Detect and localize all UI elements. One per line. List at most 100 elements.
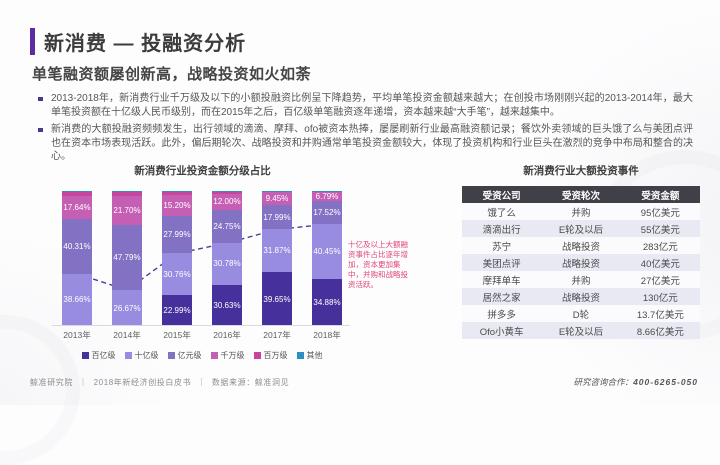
- table-header-row: 受资公司受资轮次受资金额: [462, 186, 700, 203]
- legend-swatch: [125, 352, 132, 359]
- bar-segment: [62, 191, 92, 192]
- bar-segment-label: 17.99%: [263, 213, 290, 222]
- footer-contact-label: 研究咨询合作：: [574, 377, 634, 387]
- chart-legend: 百亿级十亿级亿元级千万级百万级其他: [56, 350, 348, 361]
- legend-item: 百万级: [254, 350, 288, 361]
- legend-item: 千万级: [211, 350, 245, 361]
- header: 新消费 — 投融资分析: [30, 27, 246, 56]
- x-axis-line: [52, 325, 350, 326]
- bar-segment: [212, 191, 242, 193]
- content-row: 新消费行业投资金额分级占比 38.66%40.31%17.64%26.67%47…: [30, 163, 700, 361]
- bar-segment: 24.75%: [212, 210, 242, 243]
- table-cell: 55亿美元: [621, 220, 700, 237]
- stacked-bar: 39.65% 31.87% 17.99% 9.45%: [262, 191, 292, 326]
- stacked-bar: 30.63%30.78%24.75%12.00%: [212, 191, 242, 326]
- legend-label: 百万级: [264, 350, 288, 361]
- table-cell: Ofo小黄车: [462, 322, 541, 339]
- legend-label: 十亿级: [135, 350, 159, 361]
- footer-source: 鲸准研究院 ｜ 2018年新经济创投白皮书 ｜ 数据来源：鲸准洞见: [30, 377, 289, 388]
- footer-separator: ｜: [197, 377, 206, 388]
- table-cell: 饿了么: [462, 203, 541, 220]
- table-cell: 283亿元: [621, 237, 700, 254]
- table-cell: 95亿美元: [621, 203, 700, 220]
- legend-item: 十亿级: [125, 350, 159, 361]
- x-axis-label: 2018年: [312, 329, 342, 341]
- bar-segment: 17.64%: [62, 196, 92, 220]
- table-cell: 战略投资: [541, 254, 620, 271]
- table-cell: 苏宁: [462, 237, 541, 254]
- bar-segment-label: 47.79%: [113, 253, 140, 262]
- table-cell: E轮及以后: [541, 220, 620, 237]
- stacked-bar: 34.88% 40.45% 17.52% 6.79%: [312, 191, 342, 326]
- bar-segment: 40.45%: [312, 224, 342, 279]
- bar-segment: [112, 192, 142, 196]
- bar-segment: [162, 191, 192, 192]
- chart-annotation: 十亿及以上大额融资事件占比逐年增加，资本更加集中，并购和战略投资活跃。: [348, 240, 411, 290]
- bar-segment-label: 40.45%: [313, 247, 340, 256]
- bar-segment: 17.52%: [312, 201, 342, 225]
- bar-segment-label: 34.88%: [313, 298, 340, 307]
- bar-segment: 27.99%: [162, 216, 192, 254]
- footer-contact: 研究咨询合作：400-6265-050: [574, 376, 698, 388]
- bar-segment: 38.66%: [62, 274, 92, 326]
- bar-segment: 31.87%: [262, 229, 292, 272]
- bar-segment: 39.65%: [262, 272, 292, 326]
- table-title: 新消费行业大额投资事件: [462, 163, 700, 178]
- table-cell: 8.66亿美元: [621, 322, 700, 339]
- bar-segment: 40.31%: [62, 219, 92, 273]
- table-cell: 并购: [541, 203, 620, 220]
- chart-section: 新消费行业投资金额分级占比 38.66%40.31%17.64%26.67%47…: [30, 163, 435, 361]
- bar-segment-label: 39.65%: [263, 295, 290, 304]
- table-header-cell: 受资轮次: [541, 186, 620, 203]
- page-title: 新消费 — 投融资分析: [44, 27, 246, 56]
- bar-segment: 12.00%: [212, 194, 242, 210]
- legend-swatch: [82, 352, 89, 359]
- bar-segment-label: 17.64%: [63, 203, 90, 212]
- table-header-cell: 受资金额: [621, 186, 700, 203]
- bar-segment-label: 30.78%: [213, 259, 240, 268]
- bar-segment: 17.99%: [262, 205, 292, 229]
- table-cell: 战略投资: [541, 288, 620, 305]
- footer-separator: ｜: [79, 377, 88, 388]
- bar-segment: 30.78%: [212, 243, 242, 285]
- bullet-list: 2013-2018年，新消费行业千万级及以下的小额投融资比例呈下降趋势，平均单笔…: [38, 92, 693, 168]
- title-accent-bar: [30, 28, 35, 55]
- chart-title: 新消费行业投资金额分级占比: [30, 163, 375, 178]
- bar-segment-label: 17.52%: [313, 208, 340, 217]
- slide: 新消费 — 投融资分析 单笔融资额屡创新高，战略投资如火如荼 2013-2018…: [0, 0, 720, 405]
- bar-segment-label: 38.66%: [63, 295, 90, 304]
- bar-segment: 9.45%: [262, 192, 292, 205]
- table-cell: 拼多多: [462, 305, 541, 322]
- bar-segment-label: 22.99%: [163, 306, 190, 315]
- stacked-bar-chart: 38.66%40.31%17.64%26.67%47.79%21.70%22.9…: [56, 186, 348, 326]
- legend-label: 千万级: [221, 350, 245, 361]
- bars-group: 38.66%40.31%17.64%26.67%47.79%21.70%22.9…: [56, 186, 348, 326]
- bar-segment: 34.88%: [312, 279, 342, 326]
- legend-item: 百亿级: [82, 350, 116, 361]
- table-cell: 13.7亿美元: [621, 305, 700, 322]
- stacked-bar: 22.99%30.76%27.99%15.20%: [162, 191, 192, 326]
- bar-segment: [112, 191, 142, 192]
- legend-label: 其他: [307, 350, 323, 361]
- legend-label: 百亿级: [92, 350, 116, 361]
- table-cell: 130亿元: [621, 288, 700, 305]
- x-axis-label: 2014年: [112, 329, 142, 341]
- bar-segment: [262, 191, 292, 192]
- table-cell: D轮: [541, 305, 620, 322]
- table-cell: 摩拜单车: [462, 271, 541, 288]
- bar-segment: [162, 192, 192, 196]
- table-header-cell: 受资公司: [462, 186, 541, 203]
- bar-segment: 22.99%: [162, 295, 192, 326]
- bullet-item: 2013-2018年，新消费行业千万级及以下的小额投融资比例呈下降趋势，平均单笔…: [38, 92, 693, 119]
- x-axis-label: 2017年: [262, 329, 292, 341]
- bar-segment: 6.79%: [312, 192, 342, 201]
